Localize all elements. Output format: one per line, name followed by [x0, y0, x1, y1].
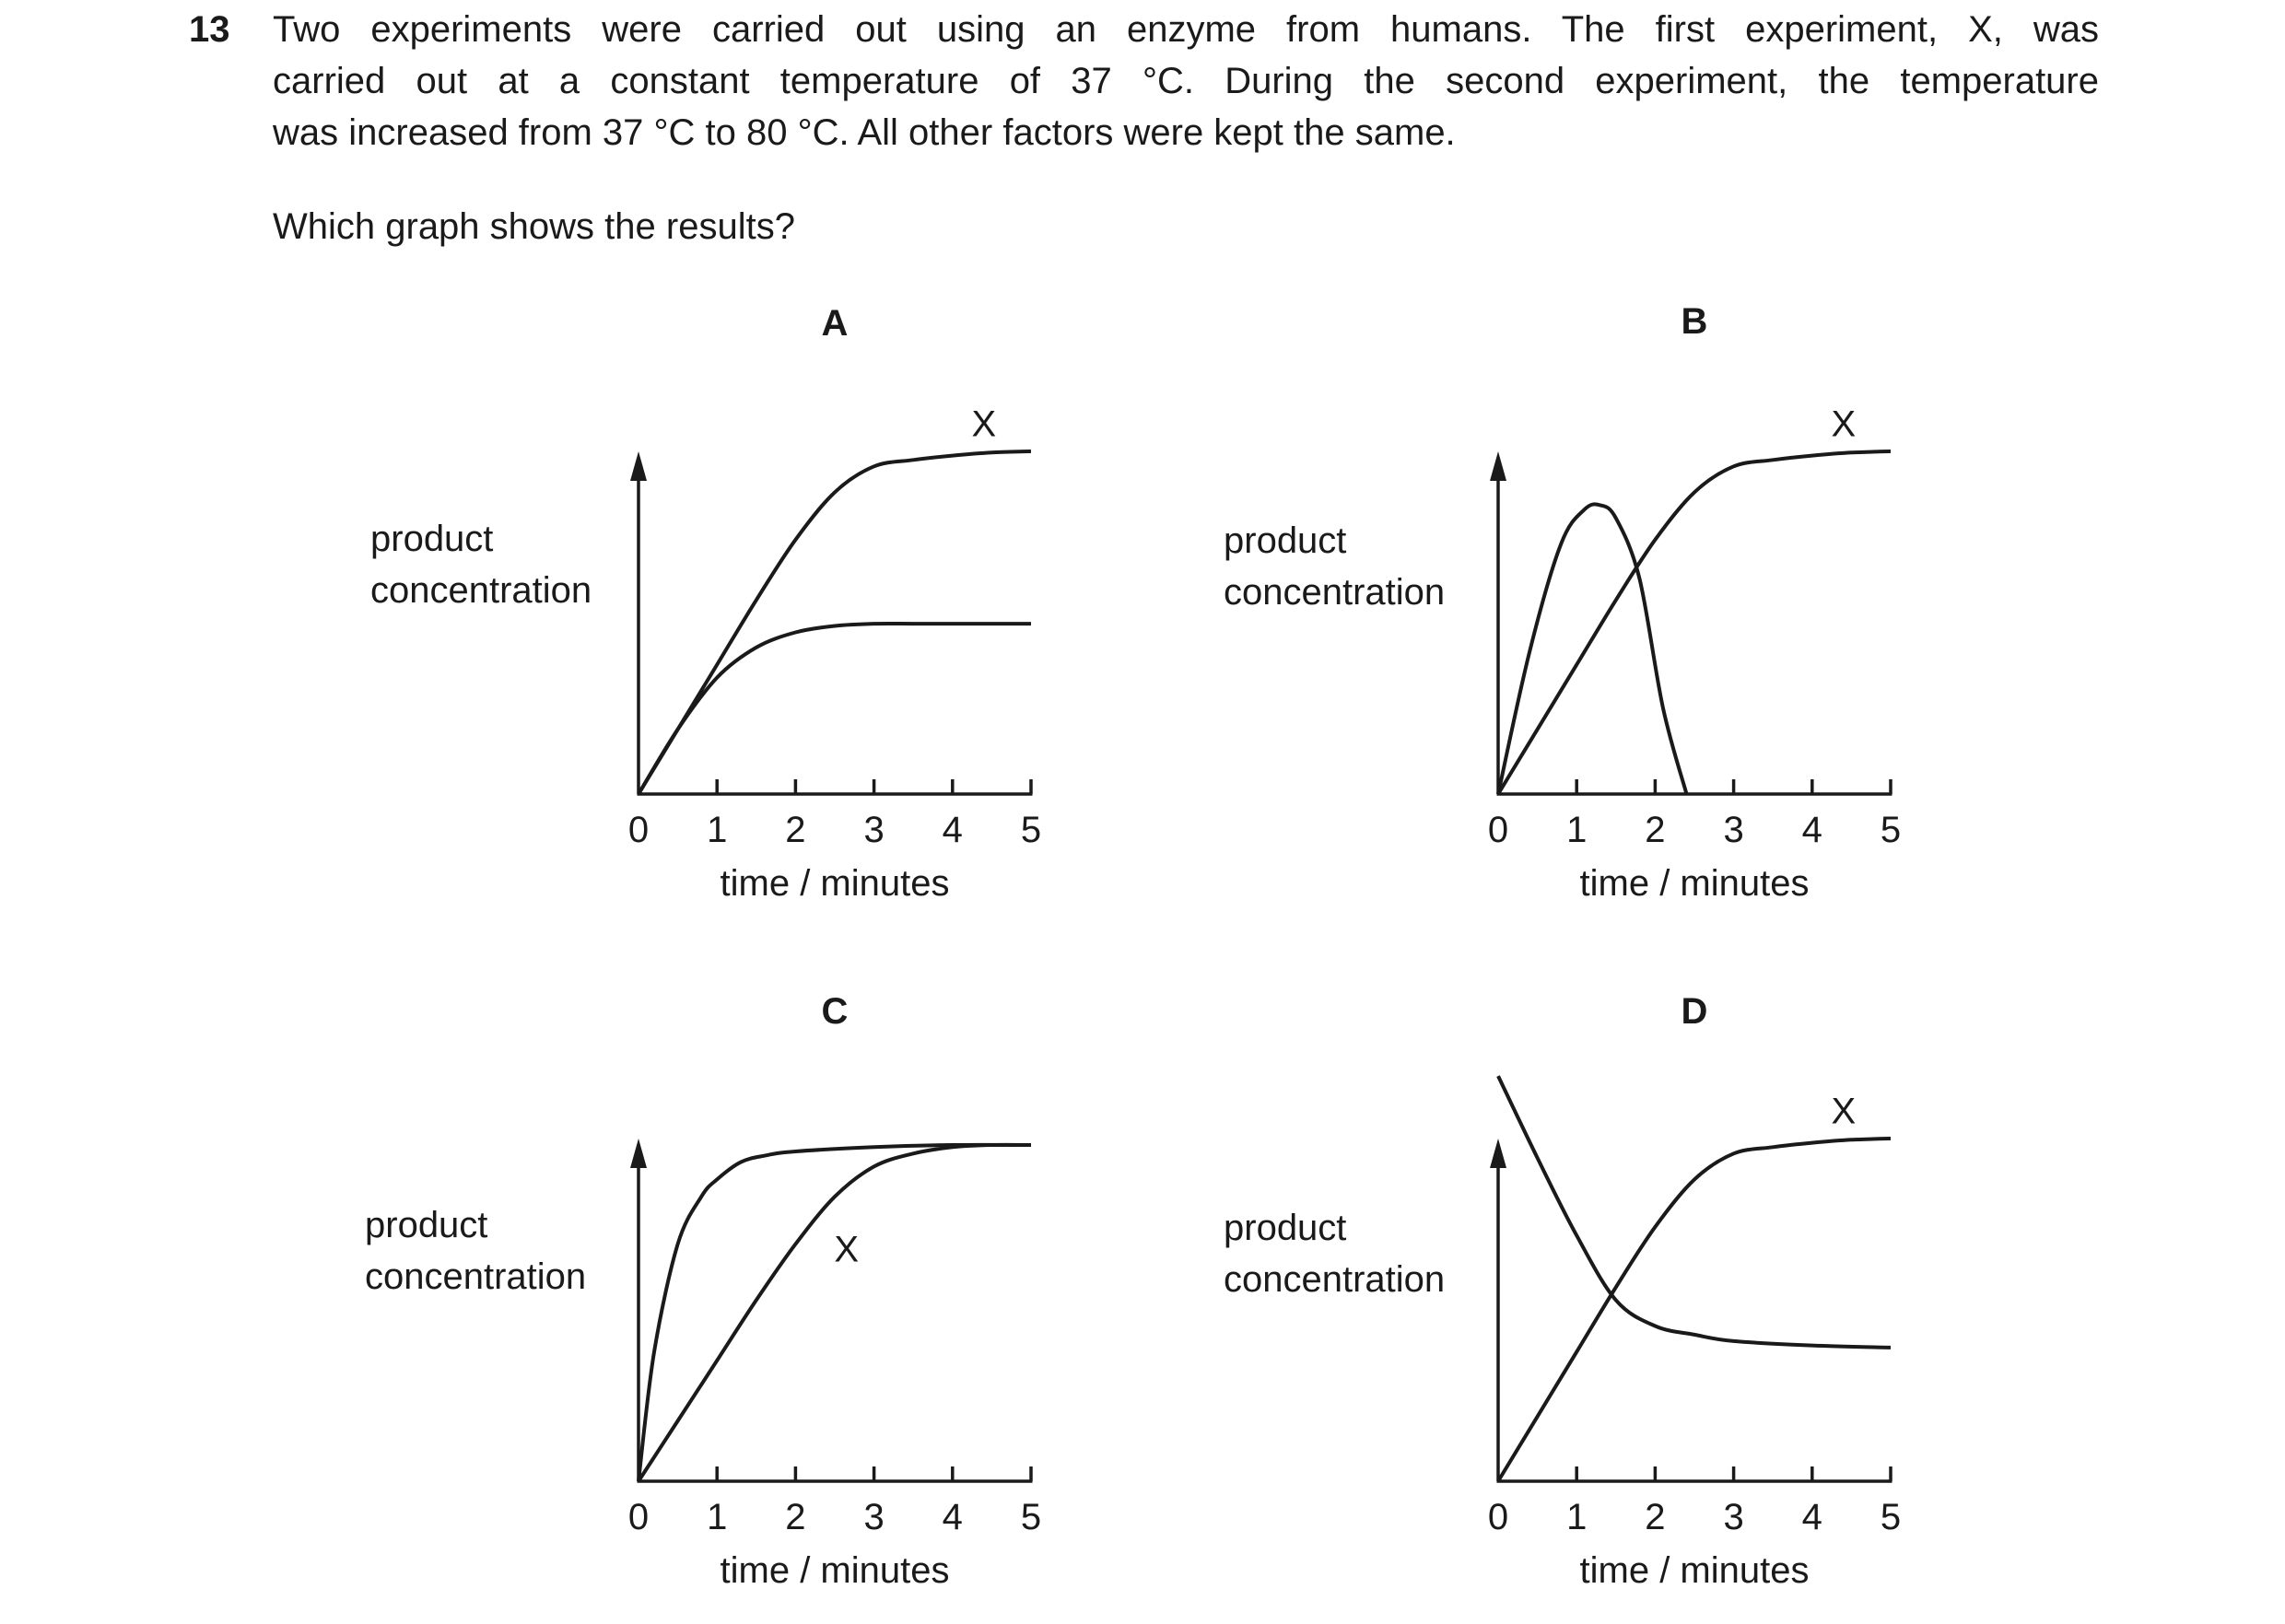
- x-tick-label-b-5: 5: [1881, 810, 1901, 850]
- y-axis-label-c-1: product: [365, 1205, 487, 1245]
- x-tick-label-a-3: 3: [863, 810, 884, 850]
- x-tick-label-d-2: 2: [1645, 1497, 1665, 1537]
- option-label-d: D: [1682, 991, 1708, 1032]
- option-label-b: B: [1682, 301, 1708, 342]
- x-axis-label-a: time / minutes: [721, 863, 950, 904]
- y-axis-arrow-d: [1490, 1139, 1506, 1168]
- x-tick-label-d-1: 1: [1566, 1497, 1587, 1537]
- x-tick-label-a-1: 1: [707, 810, 727, 850]
- graph-a: A 0 1 2 3 4 5 time / minutes product concentratio…: [370, 303, 1041, 904]
- x-tick-label-b-3: 3: [1723, 810, 1743, 850]
- y-axis-label-b-2: concentration: [1224, 572, 1445, 613]
- x-tick-label-a-0: 0: [628, 810, 649, 850]
- y-axis-arrow-c: [630, 1139, 647, 1168]
- y-axis-label-b-1: product: [1224, 520, 1346, 561]
- y-axis-label-c-2: concentration: [365, 1256, 586, 1297]
- x-tick-label-d-5: 5: [1881, 1497, 1901, 1537]
- graph-b: B 0 1 2 3 4 5 time / minutes product concentratio…: [1224, 301, 1901, 904]
- curve-x-b: [1496, 449, 1892, 796]
- graph-c: C 0 1 2 3 4 5 time / minutes product concentratio…: [365, 991, 1041, 1591]
- y-axis-label-a-2: concentration: [370, 570, 592, 611]
- x-tick-label-b-2: 2: [1645, 810, 1665, 850]
- y-axis-arrow-b: [1490, 451, 1506, 481]
- option-label-c: C: [822, 991, 849, 1032]
- y-axis-label-d-2: concentration: [1224, 1259, 1445, 1300]
- x-tick-label-d-4: 4: [1802, 1497, 1822, 1537]
- series-label-x-a: X: [972, 404, 997, 445]
- x-tick-label-c-5: 5: [1021, 1497, 1041, 1537]
- curve-second-experiment-c: [637, 1142, 1032, 1482]
- graph-d: D 0 1 2 3 4 5 time / minutes product concentratio…: [1224, 991, 1901, 1591]
- series-label-x-c: X: [834, 1229, 859, 1269]
- x-tick-label-c-4: 4: [943, 1497, 963, 1537]
- y-axis-arrow-a: [630, 451, 647, 481]
- x-axis-label-d: time / minutes: [1580, 1550, 1810, 1591]
- curve-x-c: [637, 1142, 1032, 1483]
- x-tick-label-b-1: 1: [1566, 810, 1587, 850]
- x-tick-label-d-3: 3: [1723, 1497, 1743, 1537]
- series-label-x-b: X: [1832, 404, 1857, 445]
- stem-line-1: Two experiments were carried out using a…: [273, 9, 2099, 50]
- series-label-x-d: X: [1832, 1092, 1857, 1132]
- y-axis-label-a-1: product: [370, 519, 493, 559]
- x-tick-label-c-1: 1: [707, 1497, 727, 1537]
- curve-second-experiment-b: [1496, 502, 1689, 795]
- x-tick-label-c-3: 3: [863, 1497, 884, 1537]
- x-tick-label-d-0: 0: [1488, 1497, 1508, 1537]
- curve-second-experiment-d: [1496, 1075, 1892, 1349]
- question-stem: Two experiments were carried out using a…: [273, 4, 2099, 158]
- curve-x-a: [637, 449, 1032, 796]
- curve-second-experiment-a: [637, 621, 1031, 796]
- x-axis-label-c: time / minutes: [721, 1550, 950, 1591]
- x-tick-label-a-2: 2: [785, 810, 805, 850]
- curve-x-d: [1496, 1136, 1892, 1483]
- x-axis-label-b: time / minutes: [1580, 863, 1810, 904]
- stem-line-2: carried out at a constant temperature of…: [273, 61, 2099, 101]
- x-tick-label-a-4: 4: [943, 810, 963, 850]
- stem-line-3: was increased from 37 °C to 80 °C. All o…: [273, 112, 1456, 153]
- option-label-a: A: [822, 303, 849, 344]
- question-number: 13: [189, 9, 230, 50]
- question-prompt: Which graph shows the results?: [273, 206, 795, 247]
- y-axis-label-d-1: product: [1224, 1208, 1346, 1248]
- x-tick-label-c-0: 0: [628, 1497, 649, 1537]
- x-tick-label-b-4: 4: [1802, 810, 1822, 850]
- x-tick-label-c-2: 2: [785, 1497, 805, 1537]
- x-tick-label-b-0: 0: [1488, 810, 1508, 850]
- x-tick-label-a-5: 5: [1021, 810, 1041, 850]
